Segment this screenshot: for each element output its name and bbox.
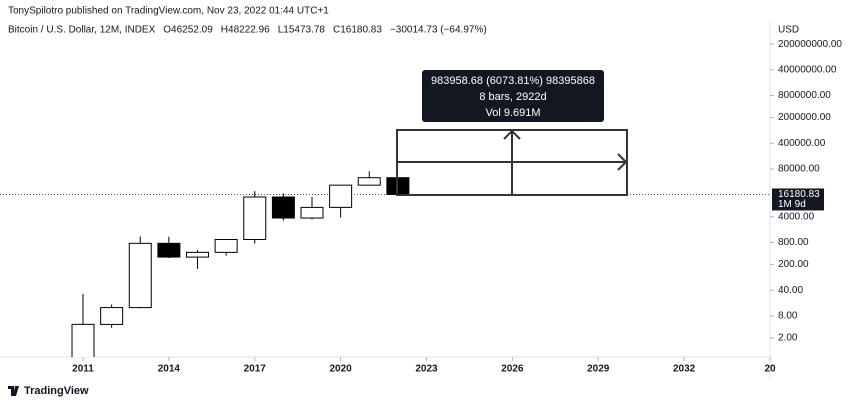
x-tick-label: 2026	[501, 364, 524, 375]
y-tick-label: 8000000.00	[778, 90, 831, 101]
y-tick-label: 2000000.00	[778, 112, 831, 123]
candle-body	[243, 196, 267, 240]
y-tick-label: 200000000.00	[778, 39, 842, 50]
x-tick-label: 2014	[158, 364, 181, 375]
x-tick-label: 2029	[587, 364, 610, 375]
measure-tooltip	[422, 70, 604, 122]
y-tick-label: 80000.00	[778, 164, 820, 175]
candle-body	[300, 206, 324, 219]
candle-body	[100, 307, 124, 325]
y-tick-label: 8.00	[778, 311, 798, 322]
legend-item: L15473.78	[278, 25, 326, 36]
y-tick-label: 4000.00	[778, 211, 815, 222]
candle-body	[128, 242, 152, 309]
publisher: TonySpilotro published on TradingView.co…	[8, 6, 329, 17]
measure-text: 8 bars, 2922d	[479, 91, 546, 103]
y-tick-label: 800.00	[778, 237, 809, 248]
measure-text: Vol 9.691M	[485, 107, 540, 119]
legend-item: C16180.83	[333, 25, 382, 36]
candle-body	[186, 251, 210, 258]
x-tick-label: 2020	[330, 364, 353, 375]
candle-body	[214, 238, 238, 253]
candle-body	[71, 323, 95, 357]
x-tick-label: 2023	[415, 364, 438, 375]
legend: Bitcoin / U.S. Dollar, 12M, INDEX O46252.…	[8, 25, 487, 36]
measure-tool: 983958.68 (6073.81%) 98395868 8 bars, 29…	[396, 70, 628, 196]
legend-item: H48222.96	[221, 25, 270, 36]
footer-logo: TradingView	[24, 385, 89, 397]
legend-item: −30014.73 (−64.97%)	[390, 25, 487, 36]
x-tick-label: 20	[764, 364, 776, 375]
x-tick-label: 2032	[673, 364, 696, 375]
y-tick-label: 200.00	[778, 259, 809, 270]
logo-icon	[8, 386, 19, 396]
y-axis-label: USD	[778, 25, 799, 36]
x-tick-label: 2017	[244, 364, 267, 375]
measure-text: 983958.68 (6073.81%) 98395868	[431, 75, 595, 87]
legend-item: O46252.09	[163, 25, 213, 36]
arrow-head	[617, 153, 628, 171]
last-price-label: 16180.83	[778, 189, 820, 200]
candle-body	[329, 184, 353, 208]
x-tick-label: 2011	[72, 364, 94, 375]
candle-body	[157, 242, 181, 258]
y-tick-label: 40.00	[778, 285, 803, 296]
y-tick-label: 2.00	[778, 333, 798, 344]
arrow-head	[503, 129, 521, 140]
plot	[0, 171, 770, 357]
legend-item: Bitcoin / U.S. Dollar, 12M, INDEX	[8, 25, 156, 36]
y-tick-label: 40000000.00	[778, 64, 837, 75]
candle-body	[357, 177, 381, 186]
last-price-badge	[772, 188, 824, 211]
countdown-label: 1M 9d	[778, 199, 806, 210]
y-tick-label: 400000.00	[778, 138, 826, 149]
candle-body	[271, 196, 295, 219]
